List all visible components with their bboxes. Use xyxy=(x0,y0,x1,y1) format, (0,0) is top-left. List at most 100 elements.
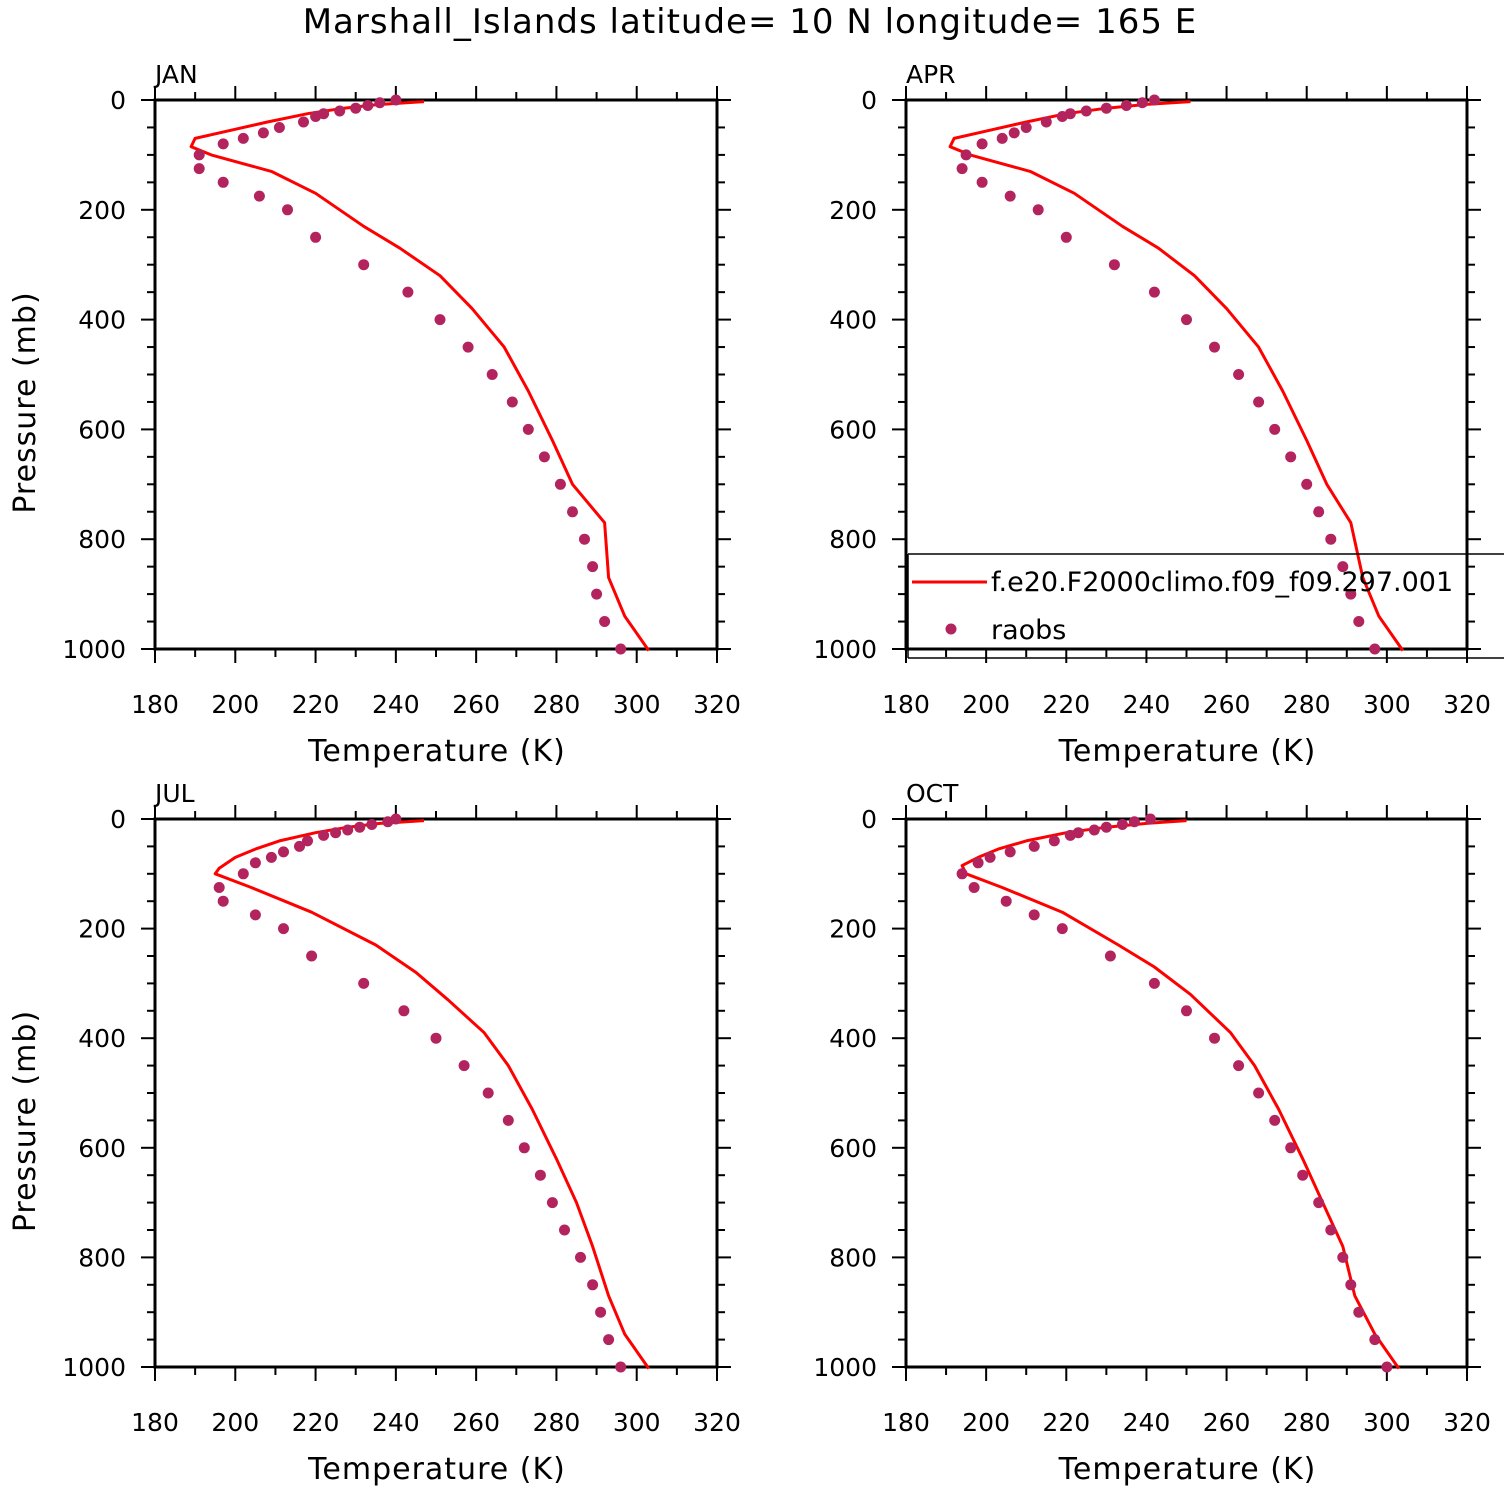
obs-point xyxy=(518,1142,530,1154)
obs-point xyxy=(350,102,362,114)
x-tick-label: 200 xyxy=(211,690,259,719)
obs-point xyxy=(534,1169,546,1181)
obs-point xyxy=(1144,813,1156,825)
obs-point xyxy=(294,840,305,852)
obs-point xyxy=(273,122,285,133)
obs-point xyxy=(434,314,446,326)
obs-point xyxy=(976,138,988,150)
obs-point xyxy=(237,132,249,144)
plot-frame xyxy=(153,98,719,651)
model-line xyxy=(960,819,1401,1370)
y-tick-label: 800 xyxy=(829,1243,877,1272)
obs-point xyxy=(1233,1060,1245,1072)
obs-point xyxy=(1253,396,1265,408)
obs-point xyxy=(1209,1032,1220,1044)
obs-point xyxy=(298,116,309,128)
y-tick-label: 1000 xyxy=(62,635,126,664)
obs-point xyxy=(972,857,984,869)
x-tick-label: 300 xyxy=(1363,690,1411,719)
y-axis-title: Pressure (mb) xyxy=(8,291,43,513)
y-tick-label: 800 xyxy=(78,525,126,554)
x-tick-label: 300 xyxy=(1363,1408,1411,1437)
y-tick-label: 400 xyxy=(78,306,126,335)
y-tick-label: 200 xyxy=(78,196,126,225)
y-tick-label: 1000 xyxy=(813,1353,877,1382)
x-tick-label: 260 xyxy=(1203,690,1251,719)
x-tick-label: 240 xyxy=(372,1408,420,1437)
x-axis-title: Temperature (K) xyxy=(1058,1452,1317,1487)
obs-point xyxy=(1060,231,1072,243)
obs-point xyxy=(282,204,293,216)
obs-point xyxy=(1233,369,1245,380)
obs-point xyxy=(354,821,366,833)
x-tick-label: 240 xyxy=(1123,690,1171,719)
x-tick-label: 320 xyxy=(1443,1408,1491,1437)
obs-point xyxy=(362,100,374,111)
obs-point xyxy=(217,176,229,188)
panel-label-apr: APR xyxy=(906,60,956,89)
obs-point xyxy=(390,94,402,106)
y-tick-label: 600 xyxy=(829,415,877,444)
obs-point xyxy=(1020,122,1032,133)
figure-title: Marshall_Islands latitude= 10 N longitud… xyxy=(303,2,1198,42)
obs-point xyxy=(217,138,229,150)
obs-point xyxy=(430,1032,442,1044)
obs-point xyxy=(559,1224,570,1236)
y-tick-label: 200 xyxy=(829,196,877,225)
obs-point xyxy=(1148,94,1160,106)
obs-point xyxy=(1253,1087,1265,1099)
x-tick-label: 180 xyxy=(882,690,930,719)
x-tick-label: 240 xyxy=(372,690,420,719)
obs-point xyxy=(1056,111,1068,122)
obs-point xyxy=(1100,102,1112,114)
plot-frame xyxy=(904,817,1469,1369)
obs-point xyxy=(1181,1005,1192,1017)
obs-point xyxy=(615,643,627,655)
y-tick-label: 600 xyxy=(78,415,126,444)
x-tick-label: 220 xyxy=(1042,690,1090,719)
obs-point xyxy=(976,176,988,188)
obs-point xyxy=(358,259,370,271)
x-tick-label: 180 xyxy=(131,1408,179,1437)
x-tick-label: 260 xyxy=(452,690,500,719)
legend-obs-swatch xyxy=(945,623,957,635)
obs-point xyxy=(587,1279,599,1291)
obs-point xyxy=(1040,116,1052,128)
obs-point xyxy=(1108,259,1120,271)
obs-point xyxy=(1209,341,1220,353)
panel-apr: 180 200 220 240 260 280 300 320 0 200 400 600 800 100… xyxy=(813,60,1490,769)
obs-point xyxy=(956,163,968,175)
obs-point xyxy=(486,369,498,380)
obs-point xyxy=(1369,643,1381,655)
obs-point xyxy=(1008,127,1020,139)
obs-point xyxy=(402,286,414,298)
obs-point xyxy=(502,1114,514,1126)
y-tick-label: 800 xyxy=(829,525,877,554)
obs-point xyxy=(1337,561,1349,573)
y-tick-label: 600 xyxy=(78,1134,126,1163)
model-line xyxy=(213,819,651,1370)
x-axis-title: Temperature (K) xyxy=(1058,734,1317,769)
panels: 180 200 220 240 260 280 300 320 0 200 400 600 800 100… xyxy=(8,60,1491,1487)
x-tick-label: 280 xyxy=(533,690,581,719)
obs-point xyxy=(1004,846,1016,858)
x-tick-label: 260 xyxy=(452,1408,500,1437)
obs-point xyxy=(603,1334,615,1346)
obs-point xyxy=(575,1251,586,1263)
obs-point xyxy=(462,341,474,353)
y-tick-label: 0 xyxy=(110,805,126,834)
obs-point xyxy=(1269,1114,1281,1126)
obs-point xyxy=(249,857,261,869)
legend-obs-label: raobs xyxy=(991,615,1066,646)
obs-point xyxy=(1285,1142,1297,1154)
x-tick-label: 300 xyxy=(613,690,661,719)
y-tick-label: 600 xyxy=(829,1134,877,1163)
x-tick-label: 320 xyxy=(693,1408,741,1437)
obs-point xyxy=(265,851,277,863)
panel-label-jan: JAN xyxy=(153,60,198,89)
x-tick-label: 280 xyxy=(1283,690,1331,719)
y-tick-label: 0 xyxy=(861,805,877,834)
obs-point xyxy=(1313,1197,1325,1209)
obs-point xyxy=(306,950,318,962)
